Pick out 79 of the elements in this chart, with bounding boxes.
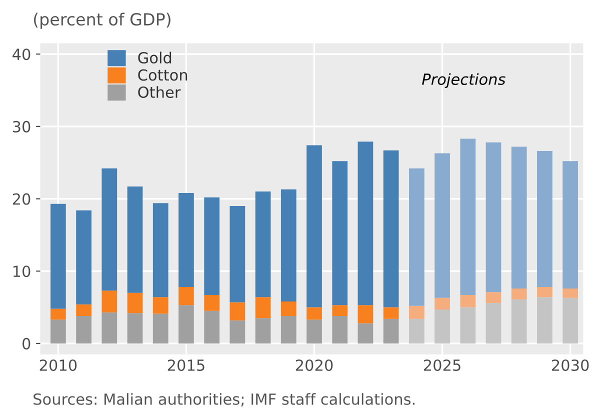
bar: [102, 312, 118, 344]
bar: [408, 318, 424, 344]
annotation: Projections: [422, 73, 506, 88]
y-tick-label: 0: [22, 338, 30, 350]
bar: [178, 193, 194, 288]
chart-subtitle: (percent of GDP): [34, 12, 170, 29]
legend-label: Other: [138, 86, 181, 98]
bar: [76, 210, 92, 304]
bar: [50, 204, 66, 309]
bar: [537, 297, 552, 344]
bar: [562, 298, 578, 344]
x-tick-label: 2015: [168, 359, 204, 372]
bar: [127, 186, 143, 293]
bar: [408, 168, 424, 306]
bar: [204, 310, 220, 344]
x-tick-label: 2010: [40, 359, 77, 372]
bar: [76, 316, 92, 344]
bar: [280, 189, 296, 302]
bar: [434, 153, 450, 298]
bar: [230, 206, 246, 302]
bar: [486, 142, 502, 292]
bar: [50, 308, 66, 320]
bar: [358, 305, 374, 324]
bar: [152, 297, 168, 314]
x-tick-label: 2020: [296, 359, 333, 372]
bar: [537, 287, 552, 298]
bar: [255, 297, 271, 318]
bar: [537, 151, 552, 288]
bar: [152, 314, 168, 344]
bar: [332, 305, 348, 316]
bar: [152, 203, 168, 298]
bar: [306, 320, 322, 344]
bar: [358, 323, 374, 344]
bar: [460, 295, 476, 308]
bar: [358, 142, 374, 306]
bar: [178, 305, 194, 344]
bar: [460, 138, 476, 295]
bar: [178, 287, 194, 306]
bar: [383, 318, 399, 344]
legend-label: Cotton: [138, 69, 188, 81]
bar: [230, 302, 246, 320]
bar: [204, 295, 220, 311]
bar: [486, 292, 502, 303]
bar: [460, 307, 476, 344]
bar: [332, 316, 348, 344]
bar: [76, 304, 92, 316]
bar: [383, 150, 399, 308]
x-tick-label: 2030: [552, 359, 589, 372]
bar: [280, 302, 296, 316]
y-tick-label: 10: [13, 266, 30, 278]
y-tick-label: 30: [12, 120, 30, 132]
legend-label: Gold: [138, 52, 172, 64]
bar: [434, 309, 450, 344]
source-note: Sources: Malian authorities; IMF staff calculations.: [34, 393, 414, 406]
bar: [50, 320, 66, 344]
bar: [486, 302, 502, 344]
bar: [383, 307, 399, 319]
bar: [562, 161, 578, 288]
bar: [102, 290, 118, 312]
bar: [280, 316, 296, 344]
bar: [255, 192, 271, 298]
y-tick-label: 20: [12, 193, 30, 205]
bar: [230, 320, 246, 344]
bar: [306, 145, 322, 308]
bar: [434, 298, 450, 310]
x-tick-label: 2025: [424, 359, 460, 372]
bar: [204, 197, 220, 295]
bar: [306, 307, 322, 320]
bar: [408, 306, 424, 319]
bar: [511, 299, 527, 344]
bar: [127, 313, 143, 344]
bar: [332, 161, 348, 306]
bar: [255, 318, 271, 344]
bar: [511, 146, 527, 288]
bar: [102, 168, 118, 291]
bar: [511, 288, 527, 300]
y-tick-label: 40: [12, 48, 30, 60]
bar: [127, 292, 143, 314]
bar: [562, 288, 578, 298]
